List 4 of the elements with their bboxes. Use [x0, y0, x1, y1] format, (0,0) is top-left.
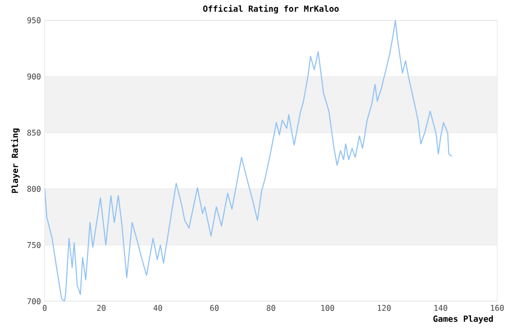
- chart-title: Official Rating for MrKaloo: [203, 5, 339, 14]
- x-axis-title: Games Played: [433, 316, 493, 324]
- y-axis-title: Player Rating: [11, 128, 20, 194]
- line-series: [44, 20, 452, 302]
